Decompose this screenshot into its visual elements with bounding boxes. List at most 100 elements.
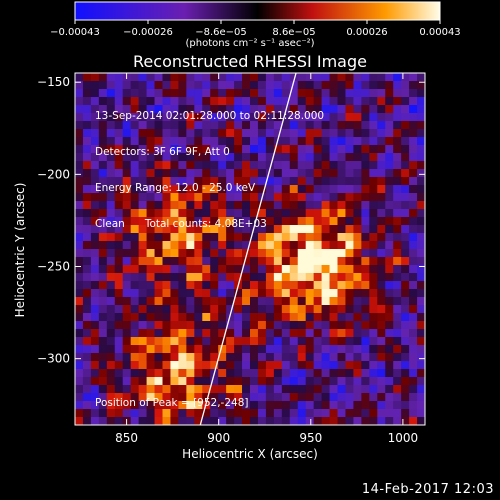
heatmap-cell — [281, 89, 291, 98]
heatmap-cell — [242, 353, 251, 362]
heatmap-cell — [194, 121, 203, 130]
heatmap-cell — [106, 233, 116, 242]
heatmap-cell — [75, 193, 84, 202]
heatmap-cell — [178, 81, 187, 90]
heatmap-cell — [257, 89, 267, 98]
heatmap-cell — [305, 113, 315, 122]
heatmap-cell — [146, 417, 156, 425]
heatmap-cell — [281, 153, 291, 162]
heatmap-cell — [226, 409, 235, 418]
heatmap-cell — [257, 305, 267, 314]
heatmap-cell — [162, 313, 172, 322]
heatmap-cell — [281, 369, 291, 378]
heatmap-cell — [345, 89, 355, 98]
heatmap-cell — [226, 337, 235, 346]
heatmap-cell — [178, 217, 187, 226]
heatmap-cell — [257, 145, 267, 154]
heatmap-cell — [417, 113, 425, 122]
heatmap-cell — [146, 393, 156, 402]
heatmap-cell — [98, 105, 108, 114]
heatmap-cell — [154, 177, 164, 186]
heatmap-cell — [170, 153, 180, 162]
heatmap-cell — [218, 113, 227, 122]
heatmap-cell — [345, 81, 355, 90]
heatmap-cell — [281, 257, 291, 266]
heatmap-cell — [178, 209, 187, 218]
heatmap-cell — [265, 409, 275, 418]
heatmap-cell — [417, 329, 425, 338]
heatmap-cell — [265, 193, 275, 202]
heatmap-cell — [409, 289, 418, 298]
heatmap-cell — [265, 209, 275, 218]
heatmap-cell — [162, 369, 172, 378]
heatmap-cell — [329, 153, 339, 162]
heatmap-cell — [361, 329, 370, 338]
heatmap-cell — [218, 233, 227, 242]
heatmap-cell — [377, 121, 386, 130]
heatmap-cell — [106, 225, 116, 234]
heatmap-cell — [385, 289, 394, 298]
heatmap-cell — [329, 297, 339, 306]
heatmap-cell — [98, 233, 108, 242]
heatmap-cell — [138, 361, 148, 370]
heatmap-cell — [130, 105, 140, 114]
heatmap-cell — [106, 193, 116, 202]
heatmap-cell — [250, 289, 259, 298]
heatmap-cell — [106, 145, 116, 154]
heatmap-cell — [202, 241, 211, 250]
heatmap-cell — [273, 401, 283, 410]
heatmap-cell — [194, 409, 203, 418]
heatmap-cell — [321, 73, 331, 82]
heatmap-cell — [234, 329, 243, 338]
heatmap-cell — [313, 377, 323, 386]
heatmap-cell — [289, 81, 299, 90]
heatmap-cell — [178, 257, 187, 266]
heatmap-cell — [305, 369, 315, 378]
heatmap-cell — [313, 185, 323, 194]
heatmap-cell — [186, 193, 195, 202]
heatmap-cell — [305, 385, 315, 394]
heatmap-cell — [273, 161, 283, 170]
heatmap-cell — [250, 97, 259, 106]
heatmap-cell — [345, 265, 355, 274]
heatmap-cell — [353, 129, 362, 138]
heatmap-cell — [289, 97, 299, 106]
heatmap-cell — [202, 321, 211, 330]
heatmap-cell — [417, 153, 425, 162]
heatmap-cell — [75, 113, 84, 122]
heatmap-cell — [385, 177, 394, 186]
heatmap-cell — [393, 201, 402, 210]
heatmap-cell — [162, 297, 172, 306]
heatmap-cell — [329, 305, 339, 314]
heatmap-cell — [106, 361, 116, 370]
heatmap-cell — [82, 321, 92, 330]
heatmap-cell — [281, 113, 291, 122]
heatmap-cell — [409, 345, 418, 354]
heatmap-cell — [393, 105, 402, 114]
heatmap-cell — [162, 129, 172, 138]
heatmap-cell — [82, 361, 92, 370]
heatmap-cell — [313, 89, 323, 98]
heatmap-cell — [106, 249, 116, 258]
heatmap-cell — [75, 233, 84, 242]
heatmap-cell — [369, 81, 378, 90]
heatmap-cell — [417, 225, 425, 234]
heatmap-cell — [90, 121, 100, 130]
heatmap-cell — [130, 409, 140, 418]
heatmap-cell — [361, 345, 370, 354]
heatmap-cell — [289, 185, 299, 194]
heatmap-cell — [186, 185, 195, 194]
heatmap-cell — [289, 209, 299, 218]
heatmap-cell — [194, 281, 203, 290]
heatmap-cell — [305, 217, 315, 226]
heatmap-cell — [385, 233, 394, 242]
heatmap-cell — [210, 121, 219, 130]
heatmap-cell — [146, 345, 156, 354]
heatmap-cell — [226, 417, 235, 425]
heatmap-cell — [242, 113, 251, 122]
heatmap-cell — [361, 241, 370, 250]
heatmap-cell — [385, 337, 394, 346]
heatmap-cell — [106, 329, 116, 338]
heatmap-cell — [130, 81, 140, 90]
heatmap-cell — [409, 257, 418, 266]
